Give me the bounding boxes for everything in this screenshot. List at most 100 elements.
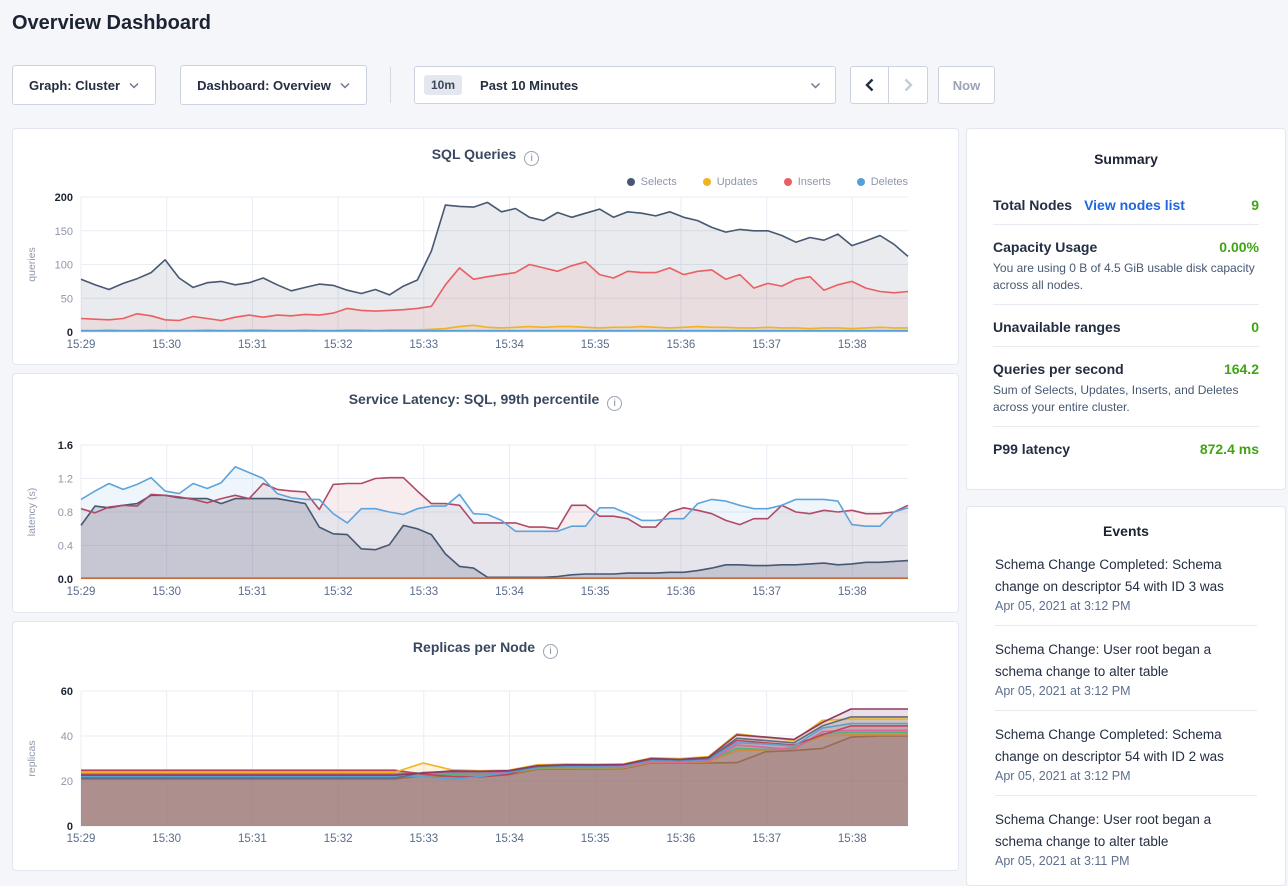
summary-panel: Summary Total Nodes View nodes list 9 Capac… <box>966 128 1286 490</box>
svg-text:1.2: 1.2 <box>58 474 73 486</box>
svg-text:queries: queries <box>26 247 38 281</box>
svg-text:15:35: 15:35 <box>581 339 610 351</box>
legend-dot <box>702 178 711 186</box>
svg-text:15:36: 15:36 <box>667 339 696 351</box>
svg-text:15:31: 15:31 <box>238 833 267 845</box>
svg-text:15:37: 15:37 <box>752 833 781 845</box>
summary-label: Total Nodes <box>993 197 1073 213</box>
graph-dropdown[interactable]: Graph: Cluster <box>12 65 156 105</box>
legend-item[interactable]: Inserts <box>783 176 831 188</box>
legend-dot <box>626 178 635 186</box>
legend-label: Deletes <box>870 176 908 188</box>
chevron-down-icon <box>129 82 139 89</box>
view-nodes-link[interactable]: View nodes list <box>1084 197 1185 213</box>
info-icon[interactable]: i <box>524 151 540 166</box>
svg-text:latency (s): latency (s) <box>26 488 38 536</box>
legend-label: Selects <box>640 176 677 188</box>
summary-row: Total Nodes View nodes list 9 <box>993 183 1259 225</box>
info-icon[interactable]: i <box>543 644 559 659</box>
summary-label: Unavailable ranges <box>993 319 1121 335</box>
summary-value: 0 <box>1251 319 1259 335</box>
svg-text:40: 40 <box>61 731 73 743</box>
chart-title: Service Latency: SQL, 99th percentile <box>348 391 600 407</box>
summary-label: Capacity Usage <box>993 239 1098 255</box>
svg-text:15:33: 15:33 <box>409 339 438 351</box>
chart-title-row: Service Latency: SQL, 99th percentile i <box>13 374 958 411</box>
now-button[interactable]: Now <box>938 66 995 104</box>
event-item[interactable]: Schema Change: User root began a schema … <box>995 626 1257 711</box>
replicas-per-node-panel: Replicas per Node i 15:29 15:30 15:31 15:32 1… <box>12 621 959 871</box>
svg-text:15:32: 15:32 <box>324 586 353 598</box>
time-back-button[interactable] <box>851 67 889 103</box>
summary-row: Unavailable ranges 0 <box>993 305 1259 347</box>
service-latency-chart[interactable]: 15:29 15:30 15:31 15:32 15:33 15:34 15:35 15:36… <box>13 404 960 614</box>
time-range-badge: 10m <box>424 75 463 95</box>
dashboard-dropdown-label: Dashboard: Overview <box>197 77 331 93</box>
events-panel: Events Schema Change Completed: Schema c… <box>966 506 1286 886</box>
service-latency-panel: Service Latency: SQL, 99th percentile i 1… <box>12 373 959 613</box>
svg-text:20: 20 <box>61 776 73 788</box>
events-title: Events <box>1103 523 1149 539</box>
event-timestamp: Apr 05, 2021 at 3:12 PM <box>995 684 1131 698</box>
svg-text:15:34: 15:34 <box>495 833 524 845</box>
summary-value: 0.00% <box>1219 239 1259 255</box>
svg-text:15:31: 15:31 <box>238 586 267 598</box>
summary-label: Queries per second <box>993 361 1124 377</box>
svg-text:15:34: 15:34 <box>495 339 524 351</box>
legend-item[interactable]: Deletes <box>856 176 908 188</box>
summary-row: Capacity Usage 0.00% You are using 0 B of … <box>993 225 1259 305</box>
replicas-per-node-chart[interactable]: 15:29 15:30 15:31 15:32 15:33 15:34 15:35 15:36… <box>13 652 960 872</box>
sql-queries-panel: SQL Queries i Selects Updates Inserts Delete… <box>12 128 959 365</box>
svg-text:200: 200 <box>55 192 73 204</box>
svg-text:1.6: 1.6 <box>58 440 73 452</box>
svg-text:15:29: 15:29 <box>67 833 96 845</box>
svg-text:15:34: 15:34 <box>495 586 524 598</box>
svg-text:15:31: 15:31 <box>238 339 267 351</box>
svg-text:15:32: 15:32 <box>324 339 353 351</box>
svg-text:15:36: 15:36 <box>667 586 696 598</box>
chevron-down-icon <box>340 82 350 89</box>
sql-queries-chart[interactable]: 15:29 15:30 15:31 15:32 15:33 15:34 15:35 15:36… <box>13 159 960 366</box>
svg-text:15:33: 15:33 <box>409 833 438 845</box>
toolbar-divider <box>390 67 391 103</box>
svg-text:replicas: replicas <box>26 740 38 776</box>
svg-text:15:29: 15:29 <box>67 339 96 351</box>
legend-item[interactable]: Updates <box>702 176 758 188</box>
event-timestamp: Apr 05, 2021 at 3:12 PM <box>995 599 1131 613</box>
event-item[interactable]: Schema Change Completed: Schema change o… <box>995 541 1257 626</box>
svg-text:15:30: 15:30 <box>152 833 181 845</box>
svg-text:15:38: 15:38 <box>838 833 867 845</box>
legend-item[interactable]: Selects <box>626 176 677 188</box>
event-timestamp: Apr 05, 2021 at 3:12 PM <box>995 769 1131 783</box>
svg-text:50: 50 <box>61 293 73 305</box>
legend-label: Inserts <box>797 176 831 188</box>
event-message: Schema Change Completed: Schema change o… <box>995 557 1224 594</box>
svg-text:0.0: 0.0 <box>58 574 73 586</box>
event-item[interactable]: Schema Change Completed: Schema change o… <box>995 711 1257 796</box>
svg-text:15:30: 15:30 <box>152 339 181 351</box>
svg-text:150: 150 <box>55 226 73 238</box>
summary-value: 872.4 ms <box>1199 441 1259 457</box>
summary-title: Summary <box>1094 151 1158 167</box>
time-range-picker[interactable]: 10m Past 10 Minutes <box>414 66 836 104</box>
svg-text:15:33: 15:33 <box>409 586 438 598</box>
chart-legend: Selects Updates Inserts Deletes <box>626 176 908 188</box>
summary-rows: Total Nodes View nodes list 9 Capacity Usag… <box>967 167 1285 468</box>
time-forward-button[interactable] <box>889 67 927 103</box>
svg-text:15:38: 15:38 <box>838 339 867 351</box>
summary-subtext: Sum of Selects, Updates, Inserts, and De… <box>993 383 1239 414</box>
time-nav-group <box>850 66 928 104</box>
legend-dot <box>856 178 865 186</box>
graph-dropdown-label: Graph: Cluster <box>28 77 120 93</box>
svg-text:15:38: 15:38 <box>838 586 867 598</box>
chart-title: Replicas per Node <box>412 639 536 655</box>
dashboard-dropdown[interactable]: Dashboard: Overview <box>180 65 367 105</box>
event-item[interactable]: Schema Change: User root began a schema … <box>995 796 1257 880</box>
svg-text:0.4: 0.4 <box>58 541 73 553</box>
chevron-down-icon <box>810 82 821 89</box>
event-message: Schema Change: User root began a schema … <box>995 642 1212 679</box>
summary-label: P99 latency <box>993 441 1071 457</box>
svg-text:60: 60 <box>61 686 73 698</box>
info-icon[interactable]: i <box>607 396 623 411</box>
svg-text:15:32: 15:32 <box>324 833 353 845</box>
